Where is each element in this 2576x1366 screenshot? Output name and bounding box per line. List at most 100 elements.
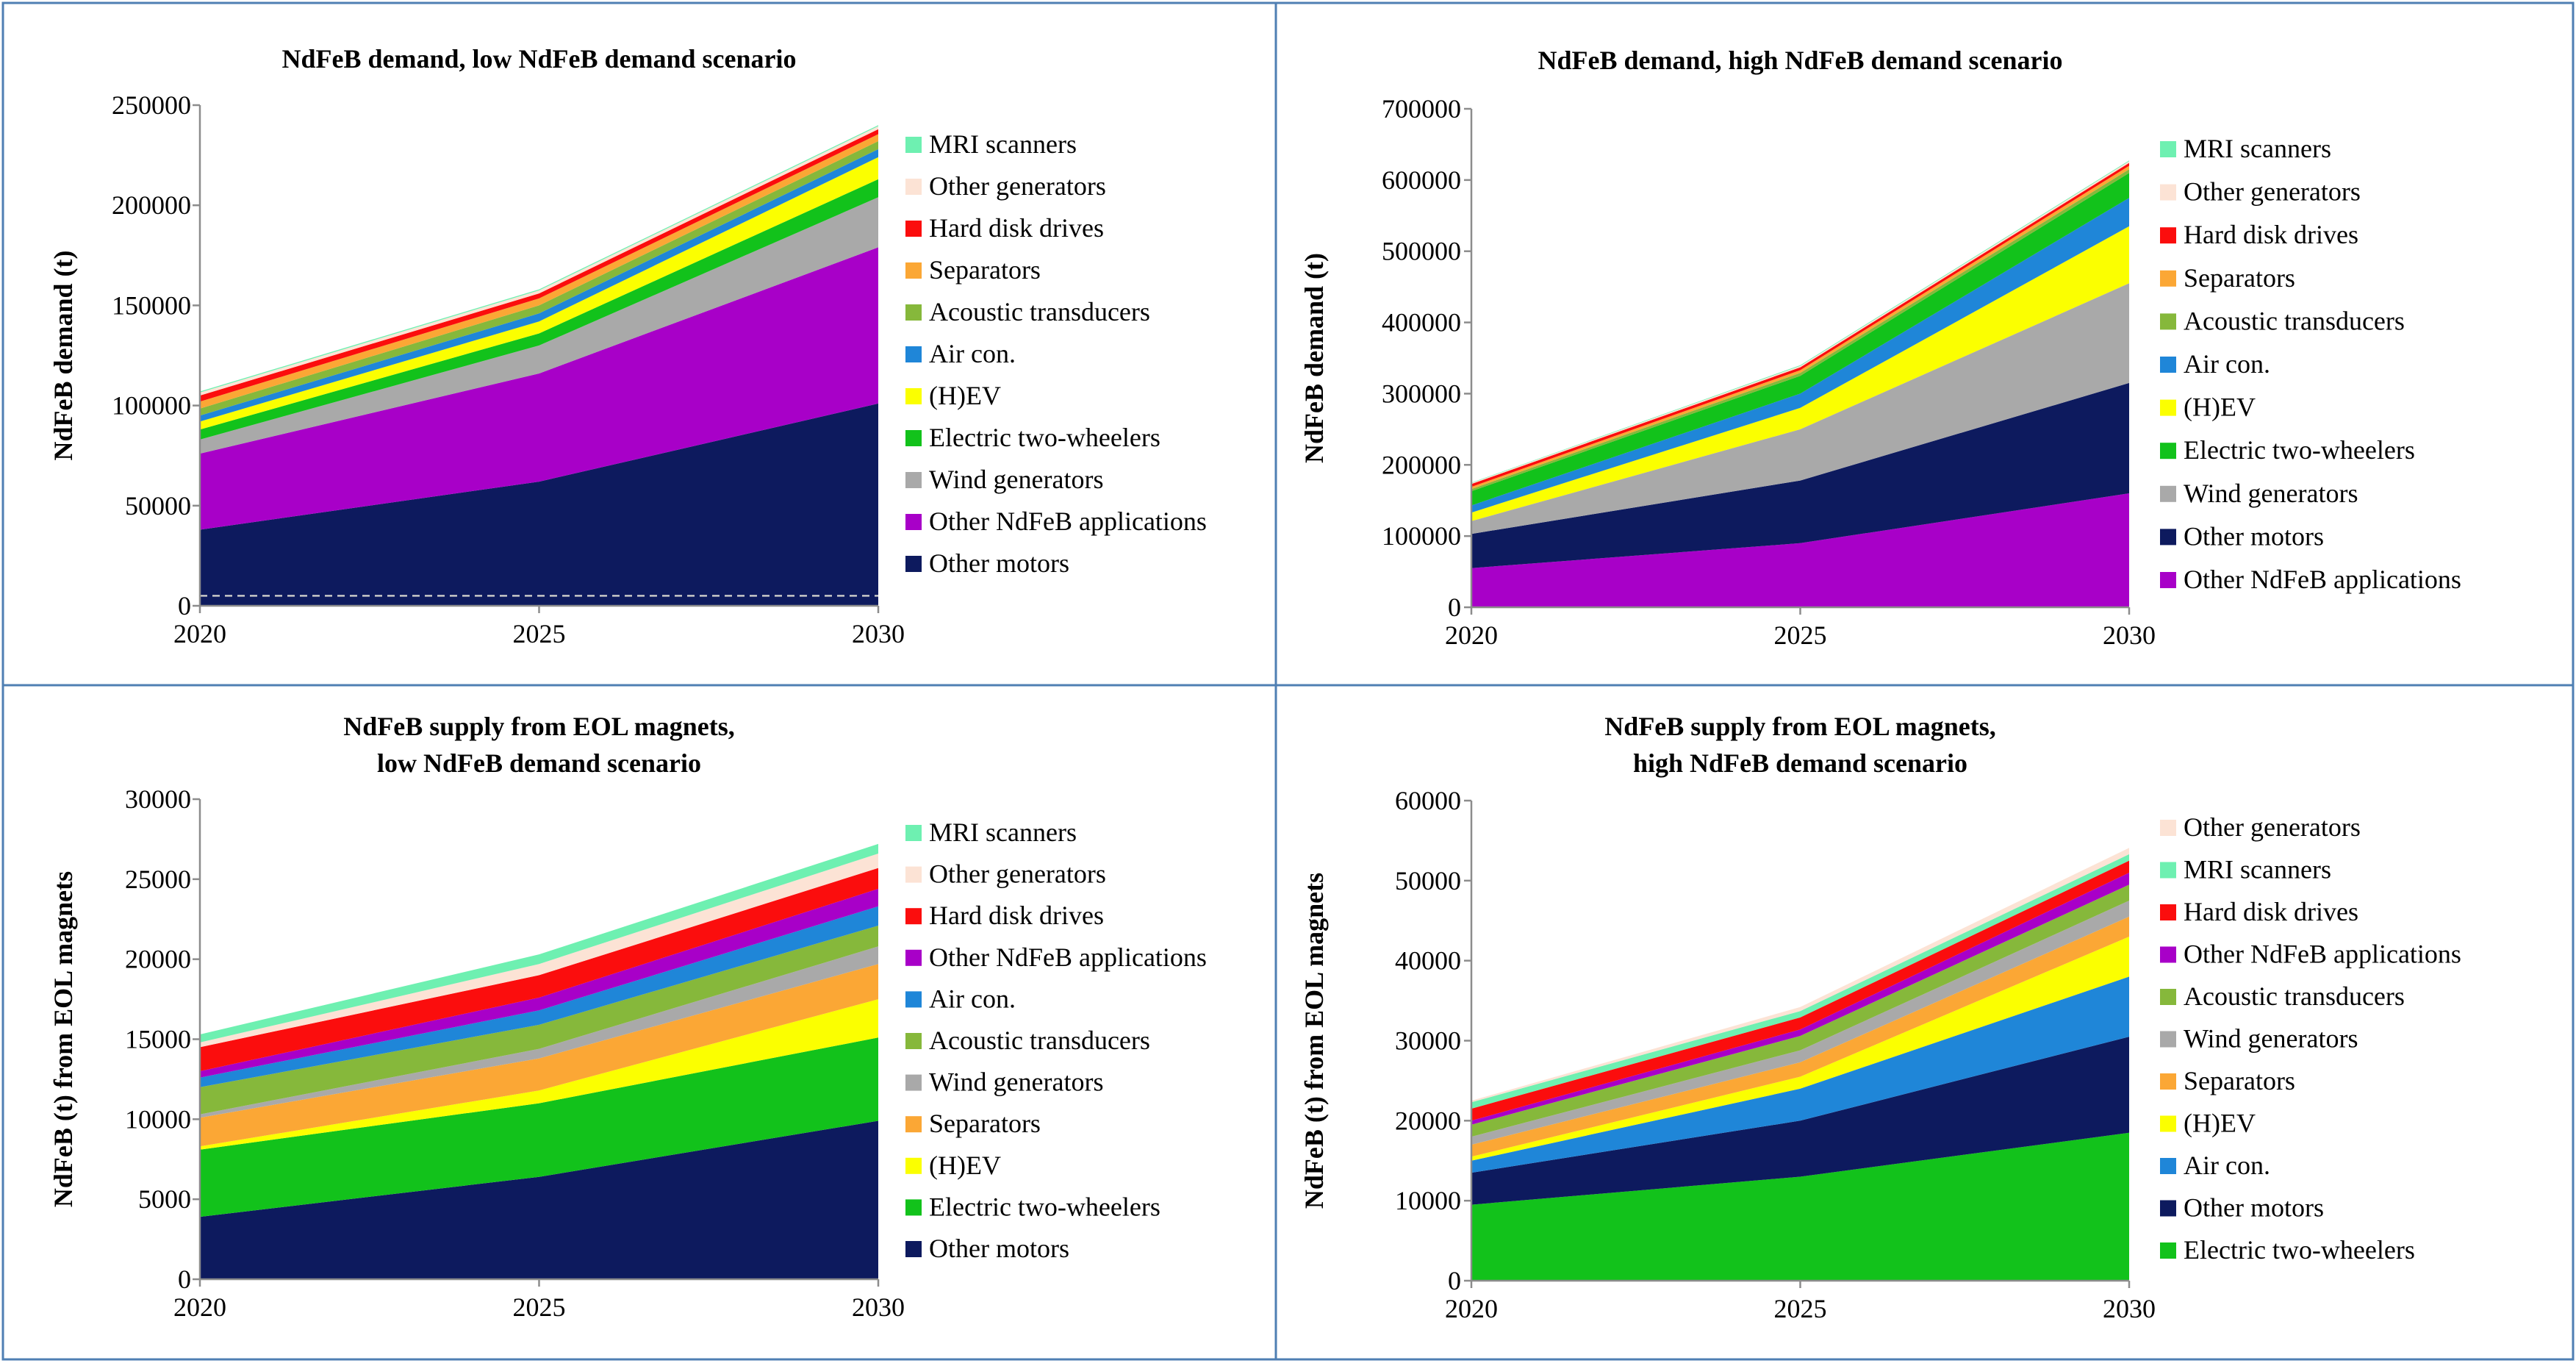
x-tick-label: 2030 <box>852 619 905 648</box>
legend-swatch <box>2160 529 2176 546</box>
legend-swatch <box>905 1033 922 1049</box>
legend-item-air-con: Air con. <box>905 339 1016 368</box>
legend-swatch <box>2160 184 2176 201</box>
legend-swatch <box>905 866 922 883</box>
legend-item-hard-disk-drives: Hard disk drives <box>905 213 1104 243</box>
x-tick-label: 2025 <box>1774 1294 1827 1323</box>
legend-swatch <box>2160 399 2176 416</box>
y-tick-label: 400000 <box>1382 308 1461 337</box>
legend-item-other-ndfeb-applications: Other NdFeB applications <box>905 507 1207 536</box>
area-mri-scanners <box>200 843 878 1043</box>
legend-label: Other generators <box>929 171 1106 201</box>
legend-swatch <box>2160 1200 2176 1217</box>
legend-swatch <box>2160 485 2176 502</box>
legend-swatch <box>905 304 922 321</box>
legend-swatch <box>905 1116 922 1133</box>
legend-swatch <box>905 221 922 237</box>
y-tick-label: 0 <box>1448 1266 1461 1295</box>
legend-label: (H)EV <box>929 1151 1001 1180</box>
legend-item-air-con: Air con. <box>905 984 1016 1013</box>
legend-swatch <box>2160 313 2176 330</box>
legend-swatch <box>905 388 922 404</box>
legend-swatch <box>2160 270 2176 287</box>
legend-swatch <box>2160 572 2176 588</box>
area-hard-disk-drives <box>200 868 878 1071</box>
area-air-con <box>200 906 878 1087</box>
chart-1: NdFeB demand, low NdFeB demand scenario 0… <box>49 44 1207 648</box>
legend-swatch <box>905 137 922 153</box>
legend-item-electric-two-wheelers: Electric two-wheelers <box>2160 1235 2415 1265</box>
legend-item-acoustic-transducers: Acoustic transducers <box>905 297 1150 326</box>
legend-swatch <box>905 262 922 279</box>
y-tick-label: 40000 <box>1395 946 1461 976</box>
y-tick-label: 100000 <box>1382 521 1461 551</box>
legend-item-acoustic-transducers: Acoustic transducers <box>905 1026 1150 1055</box>
area-separators <box>200 134 878 409</box>
legend: MRI scanners Other generators Hard disk dr… <box>905 129 1207 578</box>
legend-item-electric-two-wheelers: Electric two-wheelers <box>905 1192 1160 1221</box>
x-tick-label: 2030 <box>852 1292 905 1322</box>
stacked-areas <box>1471 160 2129 607</box>
legend-swatch <box>905 430 922 446</box>
area-wind-generators <box>200 197 878 454</box>
legend-label: Air con. <box>2184 349 2270 379</box>
y-tick-label: 500000 <box>1382 237 1461 266</box>
legend-label: Wind generators <box>2184 1024 2358 1054</box>
y-tick-label: 0 <box>178 591 191 621</box>
area-separators <box>1471 916 2129 1157</box>
legend: Other generators MRI scanners Hard disk dr… <box>2160 812 2461 1265</box>
area-electric-two-wheelers <box>200 179 878 440</box>
legend-label: Other generators <box>929 859 1106 889</box>
y-tick-label: 0 <box>178 1265 191 1294</box>
legend-item-separators: Separators <box>905 1109 1041 1138</box>
legend-swatch <box>2160 946 2176 963</box>
legend-swatch <box>905 908 922 925</box>
x-tick-label: 2030 <box>2103 621 2156 650</box>
legend-item-mri-scanners: MRI scanners <box>2160 855 2331 884</box>
legend-item-hard-disk-drives: Hard disk drives <box>905 901 1104 930</box>
legend-item-hev: (H)EV <box>2160 393 2256 422</box>
chart-title: NdFeB supply from EOL magnets, high NdFeB… <box>1604 712 1995 778</box>
chart-title: NdFeB supply from EOL magnets, low NdFeB … <box>343 712 734 778</box>
legend-item-separators: Separators <box>2160 1066 2295 1095</box>
legend-item-wind-generators: Wind generators <box>905 465 1103 494</box>
y-tick-label: 20000 <box>1395 1106 1461 1135</box>
area-separators <box>200 964 878 1147</box>
legend-item-other-motors: Other motors <box>905 1234 1069 1263</box>
legend-swatch <box>2160 1158 2176 1174</box>
legend-item-hev: (H)EV <box>905 381 1001 410</box>
x-tick-label: 2020 <box>173 619 226 648</box>
legend-label: Other NdFeB applications <box>929 507 1207 536</box>
legend-swatch <box>905 556 922 572</box>
legend-label: Wind generators <box>929 1068 1103 1097</box>
y-tick-label: 30000 <box>1395 1026 1461 1056</box>
legend-item-separators: Separators <box>2160 263 2295 293</box>
y-tick-label: 50000 <box>125 491 191 521</box>
y-tick-label: 10000 <box>125 1104 191 1134</box>
x-tick-label: 2025 <box>513 619 566 648</box>
legend-label: Other generators <box>2184 812 2361 842</box>
legend-swatch <box>905 1199 922 1216</box>
legend-swatch <box>2160 1073 2176 1090</box>
legend-label: Hard disk drives <box>929 901 1104 930</box>
y-tick-label: 700000 <box>1382 94 1461 124</box>
legend-swatch <box>2160 1115 2176 1132</box>
legend-item-mri-scanners: MRI scanners <box>905 129 1077 159</box>
area-wind-generators <box>1471 283 2129 534</box>
legend-item-acoustic-transducers: Acoustic transducers <box>2160 306 2405 335</box>
legend-label: (H)EV <box>2184 1109 2256 1138</box>
area-acoustic-transducers <box>200 926 878 1115</box>
y-axis-label: NdFeB demand (t) <box>1299 253 1329 463</box>
legend-item-separators: Separators <box>905 255 1041 285</box>
legend-label: Acoustic transducers <box>929 1026 1150 1055</box>
y-tick-label: 10000 <box>1395 1186 1461 1215</box>
legend-swatch <box>905 346 922 362</box>
legend-item-other-generators: Other generators <box>905 171 1106 201</box>
area-wind-generators <box>1471 901 2129 1145</box>
legend-label: Other motors <box>2184 521 2324 551</box>
legend-label: Hard disk drives <box>929 213 1104 243</box>
stacked-areas <box>1471 848 2129 1281</box>
y-tick-label: 150000 <box>112 290 191 320</box>
legend-swatch <box>2160 357 2176 373</box>
